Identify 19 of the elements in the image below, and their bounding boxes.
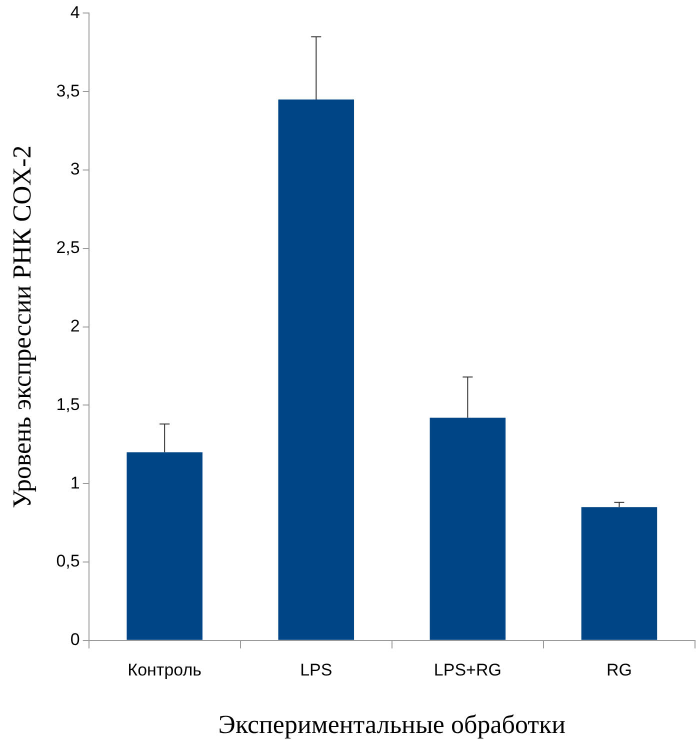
bar xyxy=(126,452,202,640)
y-tick-label: 2,5 xyxy=(56,238,80,258)
y-tick-label: 1 xyxy=(70,473,80,492)
bar xyxy=(278,99,354,640)
bar xyxy=(581,507,658,640)
y-tick-label: 3 xyxy=(70,160,80,179)
x-tick-label: RG xyxy=(606,660,632,680)
x-tick-label: LPS+RG xyxy=(434,660,502,680)
y-tick-label: 3,5 xyxy=(56,81,80,100)
y-tick-label: 1,5 xyxy=(56,394,80,414)
y-tick-label: 0,5 xyxy=(56,552,80,571)
x-tick-label: Контроль xyxy=(128,660,202,680)
y-tick-label: 4 xyxy=(70,2,80,22)
y-tick-label: 0 xyxy=(70,630,80,650)
x-tick-label: LPS xyxy=(300,660,332,680)
x-axis-title: Экспериментальные обработки xyxy=(218,710,566,740)
y-tick-label: 2 xyxy=(70,316,80,336)
bar xyxy=(430,418,506,640)
y-axis-title: Уровень экспрессии РНК COX-2 xyxy=(7,145,36,508)
